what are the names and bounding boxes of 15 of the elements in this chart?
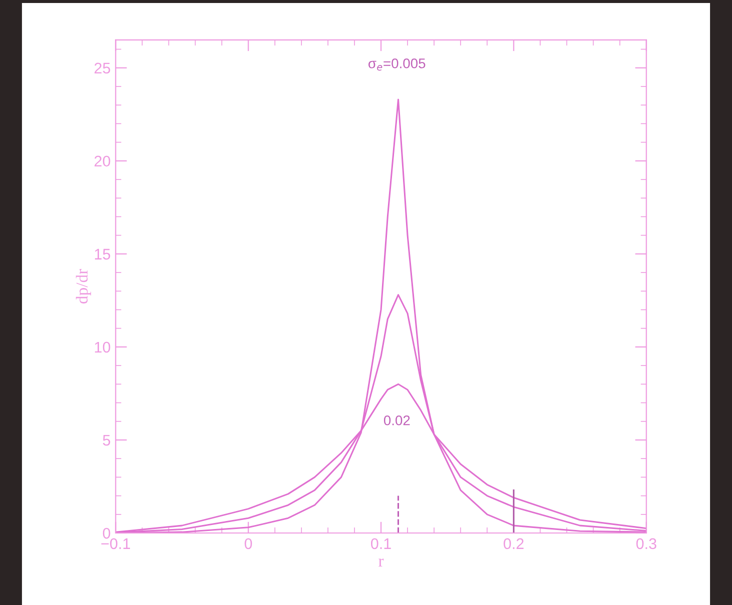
x-tick-label: 0.3 (636, 538, 656, 550)
x-tick-label: 0.1 (370, 538, 391, 550)
x-tick-label: 0.2 (504, 538, 524, 550)
y-tick-label: 25 (94, 62, 110, 74)
y-tick-label: 5 (102, 434, 110, 446)
annotation: 0.02 (384, 415, 410, 426)
x-tick-label: −0.1 (101, 538, 130, 550)
x-tick-label: 0 (244, 538, 252, 550)
y-tick-label: 15 (94, 248, 110, 260)
y-axis-title: dp/dr (76, 269, 92, 304)
y-tick-label: 20 (94, 156, 110, 167)
y-tick-label: 10 (94, 342, 110, 353)
y-tick-label: 0 (102, 528, 110, 539)
annotation: σ$_{e}$=0.005 (368, 58, 426, 71)
x-axis-title: r (378, 558, 384, 566)
